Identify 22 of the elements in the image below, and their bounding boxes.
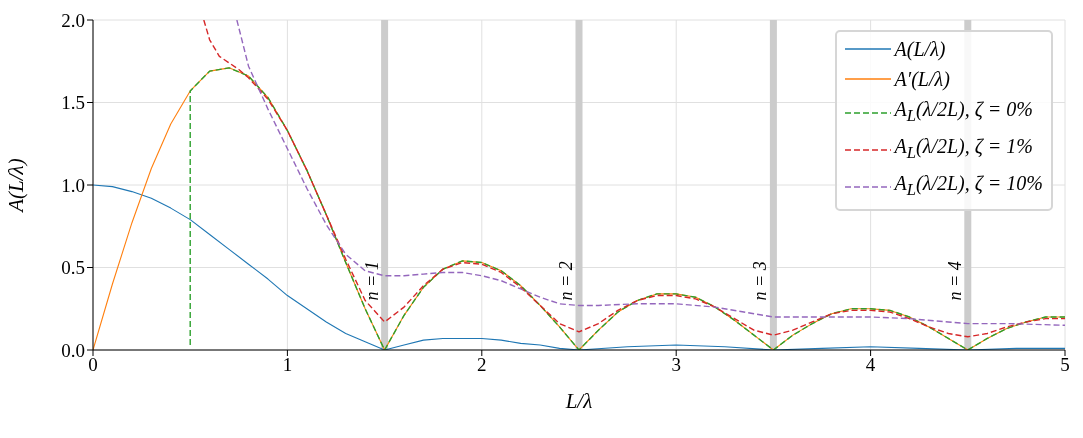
legend-label: A$_{L}$(λ/2L), ζ = 0% <box>894 97 1033 127</box>
y-tick-label: 1.5 <box>61 92 85 114</box>
y-axis-title: A(L/λ) <box>4 158 29 214</box>
y-tick-label: 2.0 <box>61 9 85 31</box>
x-tick-label: 0 <box>88 354 98 376</box>
x-tick-label: 1 <box>282 354 293 376</box>
legend-label: A′(L/λ) <box>894 67 950 93</box>
y-tick-label: 0.5 <box>61 257 85 279</box>
x-tick-label: 4 <box>865 354 876 376</box>
ref-line-label: n = 3 <box>750 261 771 301</box>
x-axis-title: L/λ <box>564 389 593 413</box>
legend-label: A(L/λ) <box>894 37 946 62</box>
ref-line-label: n = 2 <box>556 261 576 301</box>
x-tick-label: 2 <box>477 354 487 376</box>
y-tick-label: 0.0 <box>61 339 85 361</box>
y-tick-label: 1.0 <box>61 174 85 196</box>
ref-line-label: n = 4 <box>944 261 965 301</box>
legend-label: A$_{L}$(λ/2L), ζ = 10% <box>894 171 1043 201</box>
x-tick-label: 3 <box>671 354 681 376</box>
x-tick-label: 5 <box>1060 354 1070 376</box>
legend-label: A$_{L}$(λ/2L), ζ = 1% <box>894 134 1033 164</box>
ref-line-label: n = 1 <box>361 261 382 301</box>
